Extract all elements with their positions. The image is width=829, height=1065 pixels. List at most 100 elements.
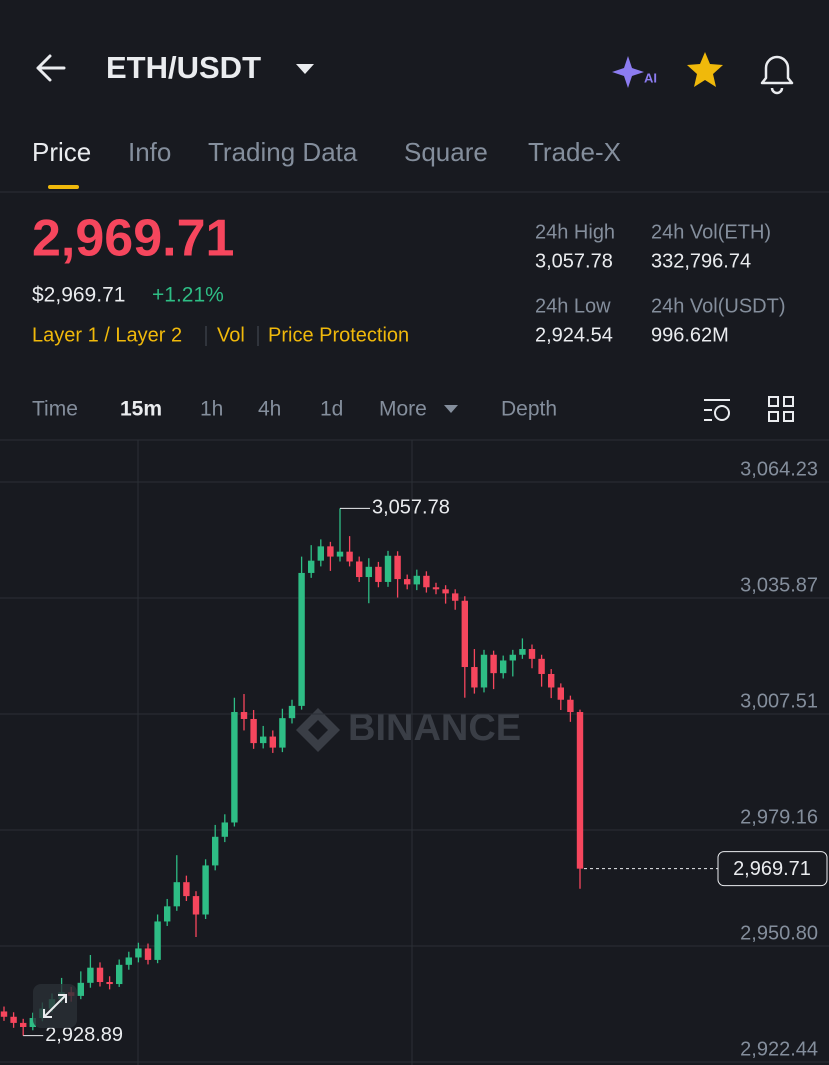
- candle-body: [212, 836, 219, 866]
- candle-body: [125, 957, 132, 965]
- candle-body: [240, 712, 248, 719]
- candle-body: [471, 667, 478, 688]
- y-tick-label: 2,950.80: [740, 922, 818, 944]
- candle-body: [384, 555, 392, 582]
- interval[interactable]: 4h: [258, 398, 281, 421]
- candle-body: [29, 1017, 36, 1027]
- stat-label: 24h Low: [535, 295, 611, 317]
- last-price-label: 2,969.71: [733, 858, 811, 880]
- stat-label: 24h Vol(ETH): [651, 221, 771, 243]
- candle-body: [557, 687, 564, 700]
- price-change: +1.21%: [152, 284, 224, 307]
- candle-body: [461, 600, 468, 668]
- candle-body: [116, 964, 123, 985]
- depth-tab[interactable]: Depth: [501, 398, 557, 421]
- candle-body: [327, 546, 334, 557]
- favorite-star[interactable]: [687, 52, 723, 87]
- candle-body: [154, 921, 161, 960]
- tab[interactable]: Trading Data: [208, 137, 358, 167]
- candle-body: [538, 658, 545, 674]
- tag[interactable]: Price Protection: [268, 324, 409, 346]
- interval[interactable]: 1d: [320, 398, 343, 421]
- tab[interactable]: Info: [128, 137, 171, 167]
- last-price-box: [717, 851, 828, 887]
- tag[interactable]: Layer 1 / Layer 2: [32, 324, 182, 346]
- usd-price: $2,969.71: [32, 284, 125, 307]
- candle-body: [404, 579, 411, 585]
- interval[interactable]: 15m: [120, 398, 162, 421]
- stat-value: 332,796.74: [651, 250, 751, 272]
- indicator-icon[interactable]: [704, 399, 730, 421]
- candle-body: [106, 982, 113, 985]
- candle-body: [375, 566, 382, 582]
- candle-body: [500, 660, 507, 674]
- candle-body: [202, 865, 209, 915]
- candle-body: [528, 649, 536, 659]
- interval[interactable]: More: [379, 398, 427, 421]
- candle-body: [548, 673, 555, 688]
- candle-body: [509, 654, 516, 661]
- candle-body: [10, 1016, 17, 1023]
- candle-body: [250, 718, 257, 744]
- tab[interactable]: Price: [32, 137, 91, 167]
- more-caret[interactable]: [444, 405, 458, 413]
- low-label: 2,928.89: [45, 1024, 123, 1046]
- back-button[interactable]: [36, 54, 66, 82]
- candle-body: [576, 712, 584, 869]
- candle-body: [96, 967, 104, 983]
- candle-body: [519, 649, 526, 655]
- candle-body: [260, 736, 267, 744]
- candle-body: [423, 575, 430, 588]
- candle-body: [298, 572, 305, 706]
- candle-body: [490, 654, 497, 674]
- stat-label: 24h High: [535, 221, 615, 243]
- candle-body: [77, 982, 84, 996]
- candle-body: [288, 705, 296, 719]
- last-price: 2,969.71: [32, 210, 234, 268]
- candle-body: [87, 967, 94, 983]
- candle-body: [356, 561, 363, 578]
- candle-body: [336, 551, 344, 557]
- pair-title[interactable]: ETH/USDT: [106, 50, 261, 85]
- candle-body: [567, 699, 574, 713]
- candle-body: [173, 882, 180, 907]
- tab[interactable]: Square: [404, 137, 488, 167]
- y-tick-label: 2,979.16: [740, 806, 818, 828]
- high-label: 3,057.78: [372, 497, 450, 519]
- candle-body: [0, 1011, 8, 1017]
- y-tick-label: 3,007.51: [740, 690, 818, 712]
- bell-icon[interactable]: [760, 55, 794, 95]
- y-tick-label: 3,035.87: [740, 574, 818, 596]
- y-tick-label: 3,064.23: [740, 458, 818, 480]
- candle-body: [221, 822, 228, 837]
- candle-body: [144, 948, 152, 960]
- interval[interactable]: 1h: [200, 398, 223, 421]
- candle-body: [480, 654, 488, 688]
- tab-indicator: [48, 185, 79, 189]
- watermark-text: BINANCE: [348, 707, 521, 749]
- stat-value: 3,057.78: [535, 250, 613, 272]
- ai-badge: AI: [644, 70, 657, 85]
- pair-caret[interactable]: [296, 64, 314, 74]
- candle-body: [20, 1022, 27, 1027]
- candle-body: [317, 546, 324, 561]
- candle-body: [452, 593, 459, 601]
- tab[interactable]: Trade-X: [528, 137, 621, 167]
- fullscreen-button[interactable]: [33, 984, 77, 1028]
- interval[interactable]: Time: [32, 398, 78, 421]
- ai-icon[interactable]: [612, 56, 644, 88]
- candle-body: [394, 555, 401, 580]
- candle-body: [308, 560, 315, 573]
- candle-body: [192, 896, 200, 915]
- candle-body: [346, 551, 353, 562]
- layout-icon[interactable]: [768, 396, 794, 422]
- candle-body: [432, 587, 440, 590]
- candle-body: [231, 712, 238, 823]
- candle-body: [269, 736, 276, 748]
- candle-body: [135, 948, 142, 958]
- candle-body: [279, 718, 286, 748]
- tag[interactable]: Vol: [217, 324, 245, 346]
- y-tick-label: 2,922.44: [740, 1038, 818, 1060]
